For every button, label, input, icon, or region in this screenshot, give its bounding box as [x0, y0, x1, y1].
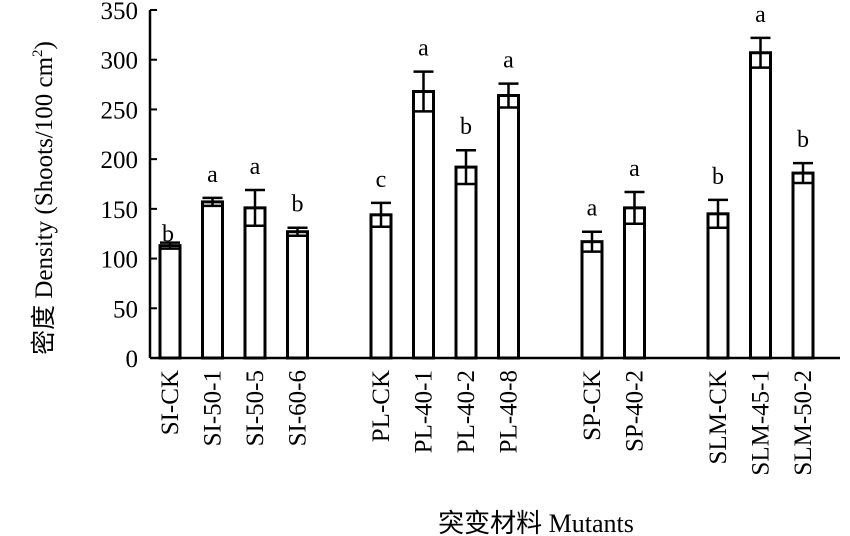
y-tick-label: 50: [113, 296, 138, 323]
significance-letter: b: [292, 192, 304, 218]
significance-letter: a: [250, 154, 261, 180]
x-tick-label: SLM-CK: [705, 370, 732, 464]
y-tick-label: 350: [101, 0, 139, 25]
bar: [623, 206, 646, 360]
significance-letter: b: [712, 164, 724, 190]
y-axis-title: 密度 Density (Shoots/100 cm2): [30, 41, 58, 355]
x-tick-label: SP-40-2: [622, 370, 649, 452]
y-axis-title-superscript: 2: [30, 49, 46, 57]
bar: [749, 51, 772, 360]
y-tick-label: 300: [101, 48, 139, 75]
x-tick-label: SP-CK: [579, 370, 606, 441]
x-tick-label: SLM-50-2: [790, 370, 817, 476]
bar: [201, 200, 224, 360]
x-tick-label: PL-40-8: [496, 370, 523, 453]
x-axis-title: 突变材料 Mutants: [438, 509, 634, 536]
x-tick-label: PL-40-2: [453, 370, 480, 453]
y-tick-label: 200: [101, 147, 139, 174]
significance-letter: a: [587, 196, 598, 222]
bar: [369, 213, 393, 360]
bar: [158, 244, 182, 360]
significance-letter: a: [418, 36, 429, 62]
x-tick-label: SI-60-6: [285, 370, 312, 446]
bar: [286, 230, 309, 360]
x-tick-labels: SI-CK SI-50-1 SI-50-5 SI-60-6 PL-CK PL-40-1 PL…: [157, 370, 817, 476]
significance-letter: a: [755, 2, 766, 28]
bar: [706, 212, 730, 360]
bar: [243, 206, 267, 360]
y-tick-label: 250: [101, 97, 139, 124]
y-axis: 0 50 100 150 200 250 300 350: [101, 0, 157, 373]
significance-letter: b: [797, 127, 809, 153]
significance-letter: a: [207, 162, 218, 188]
significance-letters: b a a b c a b a a a b a b: [162, 2, 809, 248]
significance-letter: b: [162, 222, 174, 248]
x-tick-label: SLM-45-1: [748, 370, 775, 476]
significance-letter: b: [460, 114, 472, 140]
x-tick-label: SI-CK: [157, 370, 184, 435]
y-axis-title-main: 密度 Density (Shoots/100 cm: [30, 56, 58, 354]
x-tick-label: PL-40-1: [411, 370, 438, 453]
bar: [497, 94, 520, 360]
y-tick-label: 150: [101, 197, 139, 224]
bar: [791, 171, 815, 360]
y-axis-title-close: ): [31, 41, 58, 49]
significance-letter: a: [503, 48, 514, 74]
bar: [412, 90, 435, 360]
significance-letter: a: [629, 156, 640, 182]
significance-letter: c: [376, 167, 387, 193]
bars: [158, 51, 815, 360]
x-tick-label: SI-50-5: [242, 370, 269, 446]
y-tick-label: 0: [126, 346, 139, 373]
x-tick-label: SI-50-1: [200, 370, 227, 446]
error-bars: [160, 36, 813, 253]
x-tick-label: PL-CK: [368, 370, 395, 442]
y-tick-label: 100: [101, 247, 139, 274]
bar: [454, 165, 478, 360]
bar: [580, 240, 604, 360]
